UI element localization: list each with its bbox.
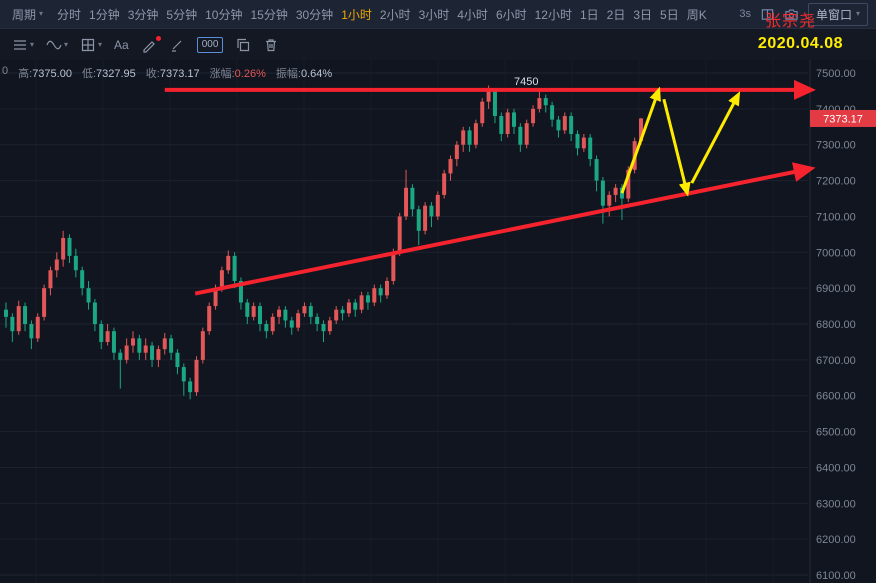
ohlc-info-bar: 0 高:7375.00 低:7327.95 收:7373.17 涨幅:0.26%… [2, 65, 332, 81]
timeframe-6小时[interactable]: 6小时 [495, 7, 527, 22]
timeframe-3日[interactable]: 3日 [633, 7, 653, 22]
timeframe-1分钟[interactable]: 1分钟 [89, 7, 120, 22]
resistance-price-label: 7450 [514, 76, 538, 88]
svg-text:6700.00: 6700.00 [816, 355, 856, 367]
svg-text:6200.00: 6200.00 [816, 534, 856, 546]
top-toolbar: 周期 ▾ 分时 1分钟 3分钟 5分钟 10分钟 15分钟 30分钟 1小时 2小时 3小时 4小时… [0, 0, 876, 29]
timeframe-1日[interactable]: 1日 [579, 7, 599, 22]
period-label: 周期 [12, 7, 37, 22]
delete-drawing-tool[interactable] [257, 32, 285, 58]
camera-icon[interactable] [784, 7, 799, 22]
wave-icon [46, 40, 62, 49]
copy-drawing-tool[interactable] [229, 32, 257, 58]
timeframe-2日[interactable]: 2日 [606, 7, 626, 22]
svg-text:6300.00: 6300.00 [816, 498, 856, 510]
svg-text:7100.00: 7100.00 [816, 211, 856, 223]
trader-name-annotation: 张宗尧 [764, 13, 816, 30]
marker-tool[interactable] [163, 32, 191, 58]
ohlc-change: 涨幅:0.26% [209, 68, 266, 80]
chevron-down-icon: ▾ [30, 39, 35, 49]
timeframe-5分钟[interactable]: 5分钟 [166, 7, 198, 22]
timeframe-2小时[interactable]: 2小时 [379, 7, 411, 22]
wave-tool-dropdown[interactable]: ▾ [40, 32, 74, 58]
pattern-tool-dropdown[interactable]: ▾ [74, 32, 108, 58]
pen-icon [143, 40, 155, 53]
svg-text:6900.00: 6900.00 [816, 283, 856, 295]
ascending-trendline [194, 162, 816, 296]
timeframe-分时[interactable]: 分时 [57, 7, 82, 22]
trend-drawings[interactable]: 7450 [164, 76, 816, 296]
svg-text:7300.00: 7300.00 [816, 140, 856, 152]
svg-text:7500.00: 7500.00 [816, 68, 856, 80]
forecast-arrow-3 [690, 91, 741, 184]
svg-text:7200.00: 7200.00 [816, 176, 856, 188]
ohlc-high: 高:7375.00 [18, 68, 72, 80]
forecast-arrow-1 [620, 86, 661, 194]
svg-text:6600.00: 6600.00 [816, 391, 856, 403]
candlestick-chart[interactable]: 7500.007400.007300.007200.007100.007000.… [0, 60, 876, 583]
svg-text:7000.00: 7000.00 [816, 247, 856, 259]
split-panel-icon[interactable] [760, 7, 775, 22]
price-axis: 7500.007400.007300.007200.007100.007000.… [809, 60, 856, 583]
timeframe-12小时[interactable]: 12小时 [534, 7, 572, 22]
latency-label: 3s [739, 8, 751, 20]
timeframe-5日[interactable]: 5日 [660, 7, 679, 22]
topbar-right-cluster: 3s 单窗口 ▾ [739, 2, 868, 26]
notification-dot [155, 35, 161, 41]
date-annotation: 2020.04.08 [757, 35, 843, 52]
timeframe-3分钟[interactable]: 3分钟 [127, 7, 159, 22]
ohlc-open-truncated: 0 [2, 65, 9, 77]
magnet-tool[interactable]: 000 [191, 32, 230, 58]
timeframe-1小时[interactable]: 1小时 [341, 7, 372, 22]
window-mode-label: 单窗口 [815, 7, 852, 22]
grid-lines [0, 60, 808, 583]
svg-text:6500.00: 6500.00 [816, 427, 856, 439]
candles [4, 85, 643, 400]
ohlc-amplitude: 振幅:0.64% [275, 68, 333, 80]
brush-tool[interactable] [135, 32, 163, 58]
timeframe-15分钟[interactable]: 15分钟 [250, 7, 288, 22]
svg-text:6400.00: 6400.00 [816, 462, 856, 474]
chevron-down-icon: ▾ [855, 9, 860, 18]
timeframe-30分钟[interactable]: 30分钟 [295, 7, 334, 22]
grid-icon [81, 38, 95, 51]
timeframe-周K[interactable]: 周K [686, 7, 707, 22]
ohlc-close: 收:7373.17 [145, 68, 200, 80]
lines-icon [14, 39, 26, 50]
drawing-toolbar: ▾ ▾ ▾ Aa 000 [0, 29, 876, 60]
line-tools-dropdown[interactable]: ▾ [6, 32, 40, 58]
timeframe-4小时[interactable]: 4小时 [457, 7, 488, 22]
svg-text:6800.00: 6800.00 [816, 319, 856, 331]
timeframe-row: 分时 1分钟 3分钟 5分钟 10分钟 15分钟 30分钟 1小时 2小时 3小时 4小时 6小时 12… [53, 6, 711, 23]
window-mode-button[interactable]: 单窗口 ▾ [807, 2, 868, 26]
chevron-down-icon: ▾ [64, 39, 69, 49]
svg-text:6100.00: 6100.00 [816, 570, 856, 582]
timeframe-3小时[interactable]: 3小时 [418, 7, 450, 22]
timeframe-10分钟[interactable]: 10分钟 [205, 7, 243, 22]
copy-icon [237, 38, 250, 51]
chevron-down-icon: ▾ [98, 39, 103, 49]
marker-icon [171, 40, 182, 52]
period-dropdown[interactable]: 周期 ▾ [8, 6, 47, 23]
trash-icon [266, 38, 277, 51]
text-tool[interactable]: Aa [114, 37, 129, 52]
chevron-down-icon: ▾ [39, 9, 44, 18]
forecast-arrow-2 [662, 98, 691, 197]
last-price-tag: 7373.17 [810, 109, 876, 127]
svg-text:7373.17: 7373.17 [823, 113, 863, 125]
ohlc-low: 低:7327.95 [81, 68, 136, 80]
